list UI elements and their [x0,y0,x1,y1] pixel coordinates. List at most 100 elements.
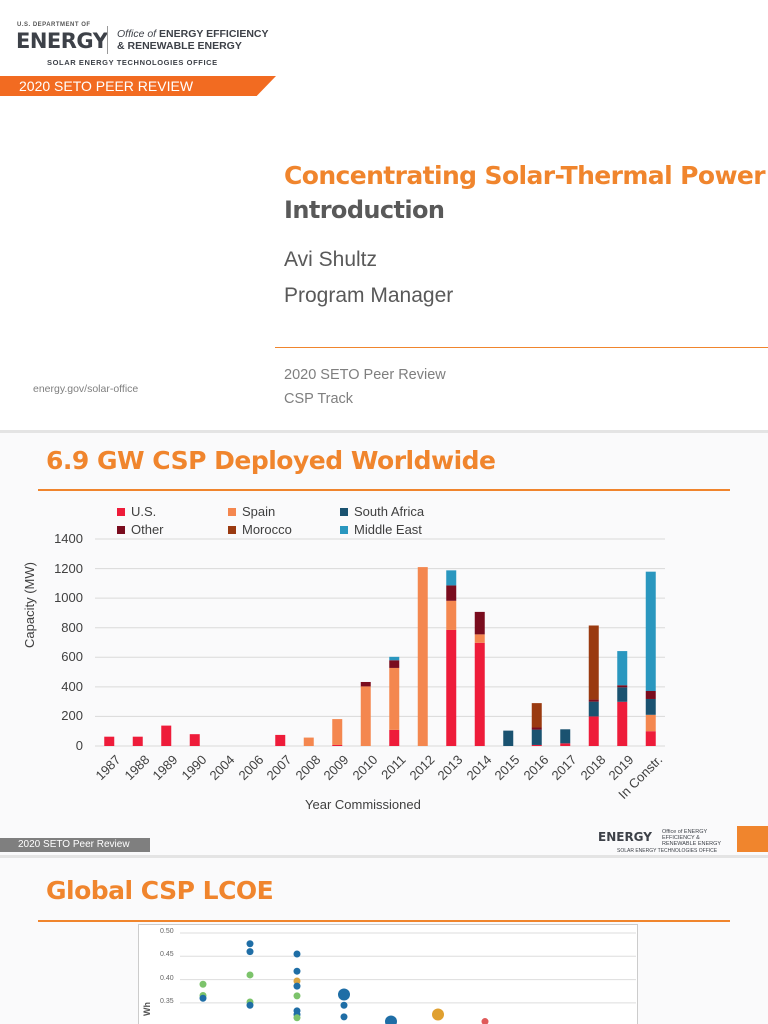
bar-segment-south-africa-inconstr [645,698,656,715]
scatter-y-tick-label: 0.45 [160,951,174,959]
bar-segment-spain-2012 [417,567,428,746]
bar-segment-u-s--2013 [446,629,457,746]
website-link[interactable]: energy.gov/solar-office [33,383,139,395]
legend-item: Spain [228,504,275,519]
y-tick-label: 800 [61,619,83,635]
logo-office-prefix: Office of [117,28,157,40]
scatter-point [293,1014,301,1022]
scatter-point [199,994,207,1002]
scatter-point [340,1001,348,1009]
title-underline [38,920,730,922]
bar-segment-other-2010 [360,681,371,687]
legend-swatch [228,508,236,516]
bar-segment-middle-east-2013 [446,570,457,586]
event-name: 2020 SETO Peer Review [284,367,446,383]
bar-segment-u-s--1988 [132,736,143,746]
scatter-chart [180,932,636,1024]
logo-office: Office of ENERGY EFFICIENCY & RENEWABLE … [117,28,269,52]
bar-segment-other-2014 [474,611,485,635]
title-underline [38,489,730,491]
legend-item: South Africa [340,504,424,519]
legend-swatch [117,526,125,534]
legend-swatch [228,526,236,534]
legend-swatch [117,508,125,516]
y-tick-label: 1000 [54,590,83,606]
peer-review-banner: 2020 SETO PEER REVIEW [0,76,276,96]
bar-segment-other-2011 [389,660,400,668]
bar-segment-south-africa-2017 [560,729,571,744]
banner-text: 2020 SETO PEER REVIEW [19,78,194,94]
bar-chart [95,538,665,747]
legend-label: Other [131,522,164,537]
scatter-point [246,940,254,948]
legend-item: U.S. [117,504,156,519]
footer-label-box: 2020 SETO Peer Review [0,838,150,852]
logo-dept-text: U.S. DEPARTMENT OF [17,22,91,28]
bar-segment-middle-east-2011 [389,656,400,661]
bar-segment-middle-east-inconstr [645,571,656,691]
scatter-point [293,992,301,1000]
bar-segment-other-2019 [617,685,628,688]
scatter-point [293,977,301,985]
bar-segment-u-s--inconstr [645,731,656,746]
x-axis-label: Year Commissioned [305,797,421,812]
legend-swatch [340,526,348,534]
y-tick-label: 0 [75,738,83,753]
scatter-point [246,948,254,956]
y-tick-label: 400 [61,678,83,694]
scatter-point [432,1008,444,1021]
logo-office-line2: & RENEWABLE ENERGY [117,40,242,52]
logo-office-line1: ENERGY EFFICIENCY [159,28,269,40]
bar-segment-south-africa-2015 [503,730,514,746]
slide-title: Global CSP LCOE [46,876,274,905]
bar-segment-spain-2008 [303,737,314,746]
bar-segment-u-s--2017 [560,743,571,746]
y-tick-label: 600 [61,649,83,665]
bar-segment-u-s--2018 [588,716,599,746]
scatter-point [340,1013,348,1021]
bar-segment-morocco-2018 [588,625,599,700]
deployment-slide: 6.9 GW CSP Deployed Worldwide U.S. Spain S… [0,433,768,855]
scatter-point [385,1015,397,1024]
scatter-y-label: Wh [142,1002,152,1016]
slide-subtitle: Introduction [284,196,445,224]
bar-segment-other-2018 [588,699,599,702]
divider-line [275,347,768,348]
track-name: CSP Track [284,391,354,407]
bar-segment-u-s--1990 [189,734,200,746]
footer-logo-energy: ENERGY [598,830,652,844]
y-tick-label: 1400 [54,531,83,546]
bar-segment-u-s--2016 [531,744,542,746]
bar-segment-u-s--2014 [474,642,485,746]
bar-segment-u-s--2011 [389,729,400,746]
slide-title: Concentrating Solar-Thermal Power [284,161,766,190]
y-tick-label: 200 [61,708,83,724]
bar-segment-u-s--2009 [332,744,343,746]
scatter-point [246,1001,254,1009]
scatter-y-tick-label: 0.35 [160,997,174,1005]
scatter-y-tick-label: 0.40 [160,974,174,982]
scatter-y-tick-label: 0.50 [160,928,174,935]
logo-divider [107,26,108,54]
bar-segment-south-africa-2018 [588,701,599,717]
title-slide: U.S. DEPARTMENT OF ENERGY Office of ENER… [0,0,768,430]
legend-item: Middle East [340,522,422,537]
bar-segment-spain-2011 [389,667,400,730]
logo-energy-text: ENERGY [16,29,108,53]
bar-segment-u-s--2019 [617,701,628,746]
slide-title: 6.9 GW CSP Deployed Worldwide [46,446,496,475]
scatter-point [293,982,301,990]
legend-item: Other [117,522,164,537]
footer-logo-office: Office of ENERGY EFFICIENCY & RENEWABLE … [662,829,722,847]
scatter-point [199,980,207,988]
legend-label: Spain [242,504,276,519]
bar-segment-u-s--2007 [275,734,286,746]
bar-segment-middle-east-2019 [617,651,628,686]
legend-label: Morocco [242,522,292,537]
bar-segment-spain-2014 [474,634,485,643]
presenter-name: Avi Shultz [284,248,377,271]
lcoe-chart-frame [138,924,638,1024]
bar-segment-other-2013 [446,585,457,601]
legend-label: South Africa [354,504,425,519]
footer-label: 2020 SETO Peer Review [18,839,130,850]
